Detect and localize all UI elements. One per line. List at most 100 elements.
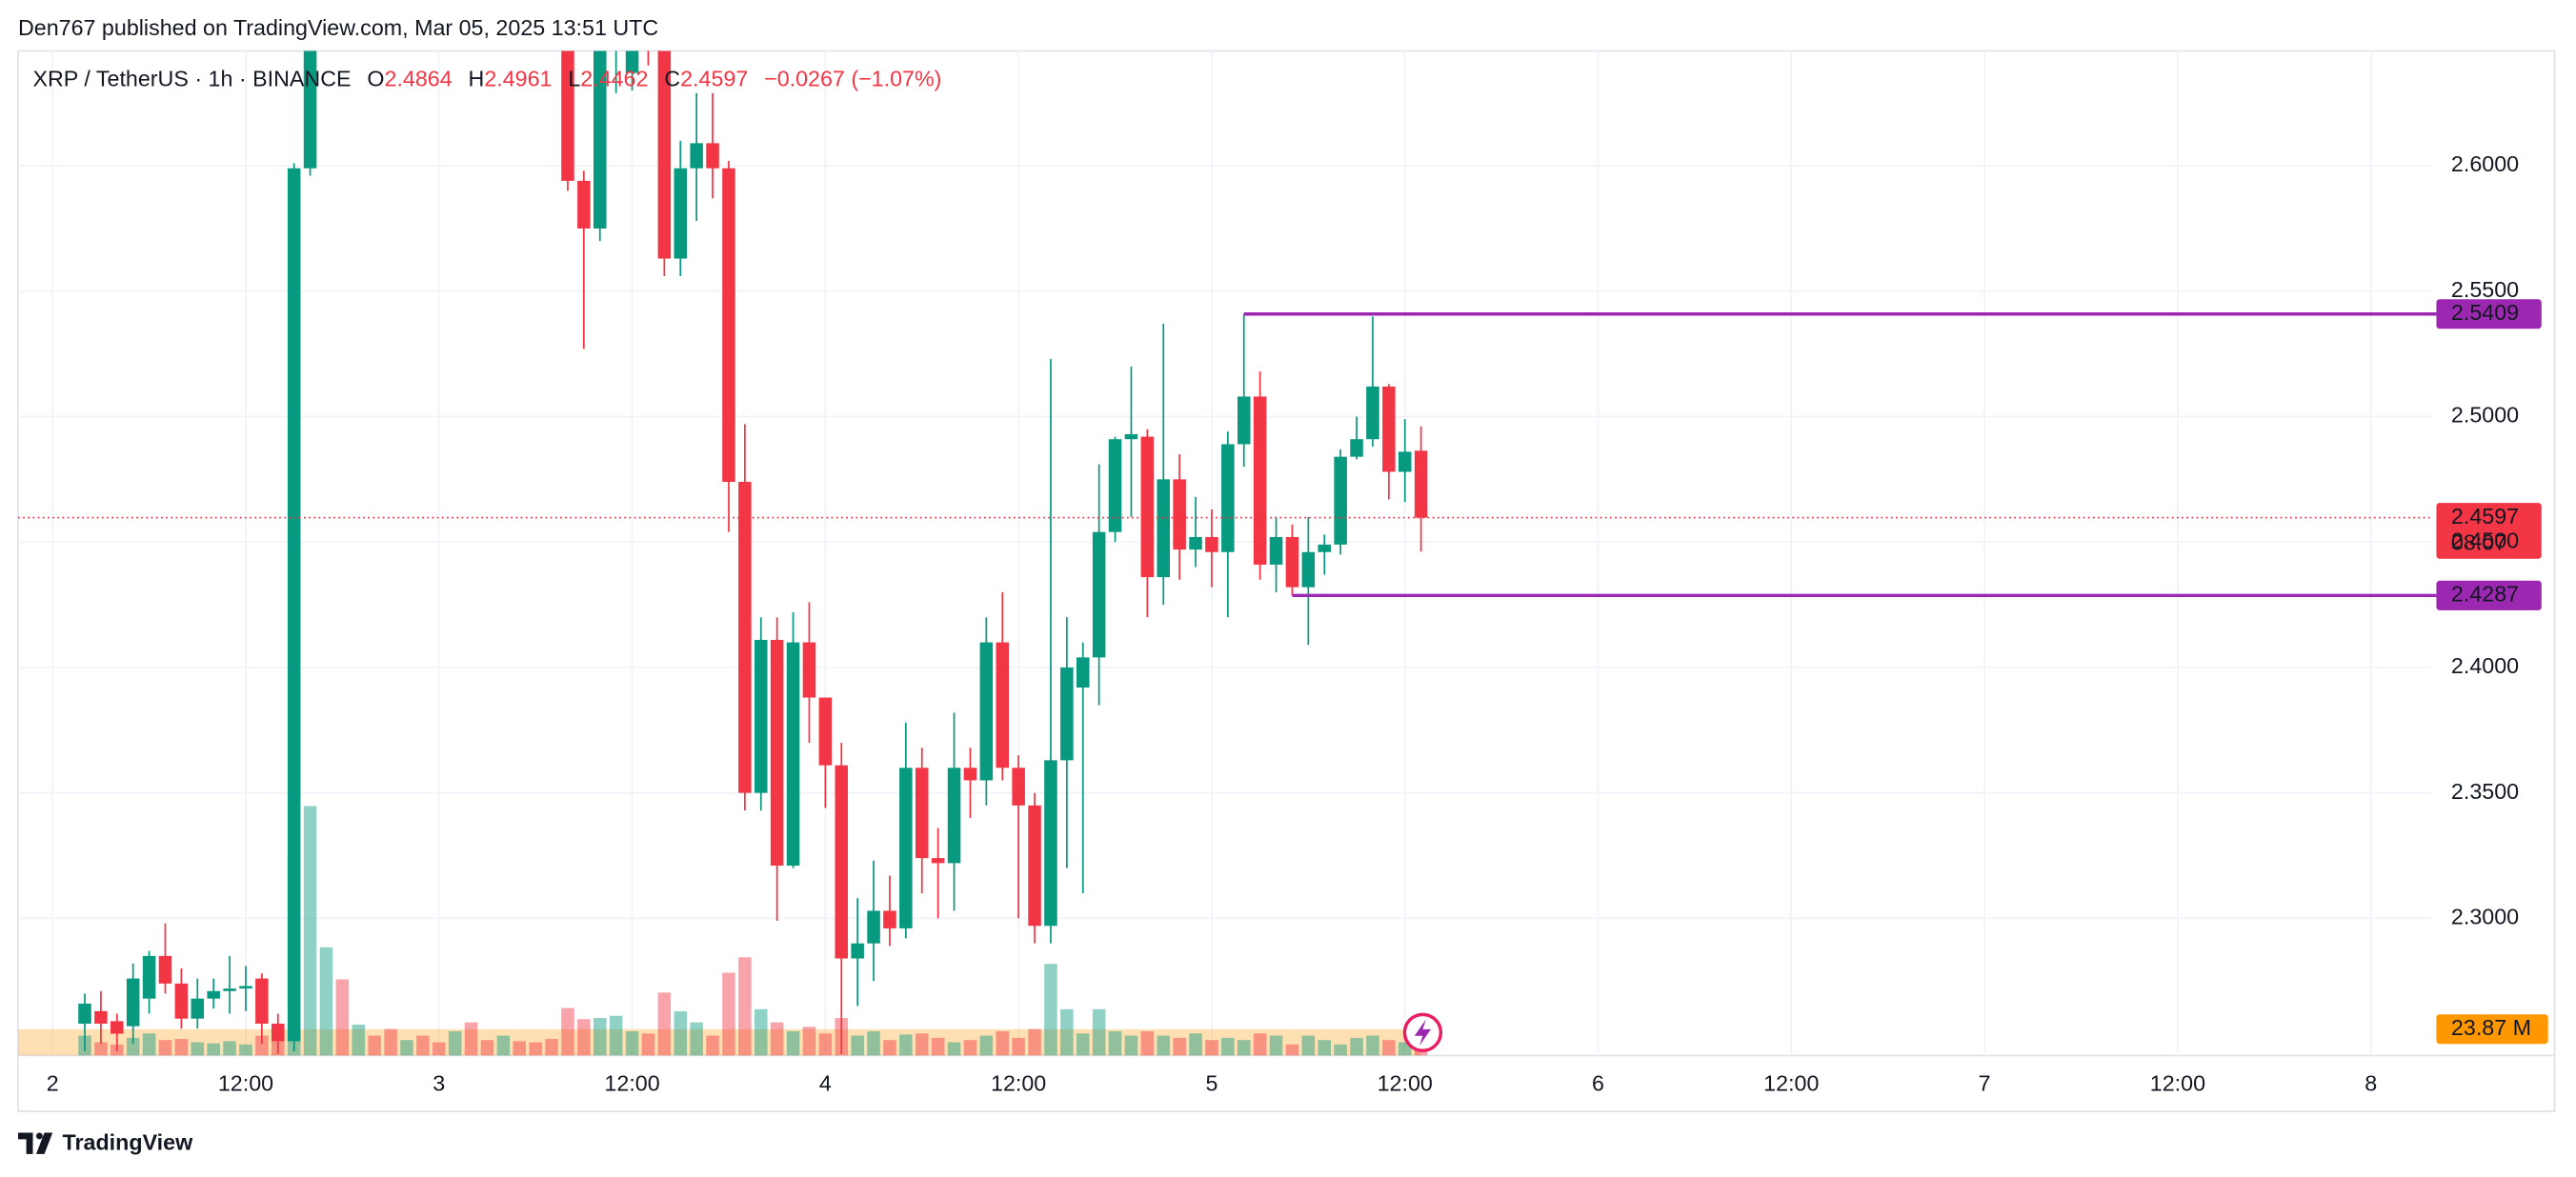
replay-icon	[1402, 1012, 1443, 1052]
volume-bar	[1334, 1044, 1347, 1056]
volume-bar	[818, 1033, 833, 1056]
volume-bar	[545, 1039, 558, 1056]
candle-body	[1124, 433, 1138, 440]
x-tick-label: 8	[2365, 1071, 2377, 1096]
tv-logo	[17, 1132, 53, 1154]
candle-body	[561, 50, 574, 181]
volume-bar	[1173, 1037, 1186, 1056]
legend-c: 2.4597	[680, 67, 748, 91]
volume-bar	[657, 992, 672, 1056]
volume-bar	[690, 1022, 703, 1056]
volume-bar	[335, 979, 350, 1056]
candle-body	[1060, 667, 1074, 761]
volume-bar	[1189, 1033, 1202, 1056]
chart-frame	[17, 50, 2556, 1112]
candle-body	[1269, 536, 1283, 565]
volume-bar	[1028, 1028, 1041, 1056]
level-tag	[2436, 580, 2542, 610]
legend: XRP / TetherUS · 1h · BINANCE O2.4864 H2…	[32, 67, 941, 91]
volume-bar	[1157, 1035, 1171, 1056]
volume-bar	[561, 1007, 574, 1056]
volume-bar	[513, 1041, 527, 1056]
candle-body	[287, 168, 301, 1042]
volume-bar	[1124, 1035, 1138, 1056]
legend-c-label: C	[664, 67, 680, 91]
candle-body	[947, 768, 961, 864]
candle-body	[94, 1010, 108, 1024]
last-price-label: 2.4597	[2451, 504, 2519, 529]
volume-bar	[1221, 1037, 1235, 1056]
x-tick-label: 12:00	[218, 1071, 273, 1096]
volume-bar	[174, 1039, 189, 1056]
volume-bar	[722, 972, 735, 1056]
x-tick-label: 6	[1592, 1071, 1604, 1096]
volume-bar	[625, 1030, 639, 1056]
candle-body	[835, 765, 849, 959]
candle-body	[1366, 386, 1379, 440]
candle-body	[642, 0, 655, 15]
volume-bar	[577, 1019, 591, 1056]
candle-body	[738, 481, 752, 793]
candle-body	[1028, 805, 1041, 927]
volume-bar	[529, 1042, 542, 1056]
candle-body	[1318, 544, 1331, 552]
candle-body	[1205, 536, 1218, 552]
last-price-tag	[2436, 503, 2542, 559]
candle-body	[594, 50, 607, 229]
volume-bar	[786, 1030, 800, 1056]
candle-body	[174, 983, 189, 1019]
candle-body	[1237, 396, 1251, 445]
volume-bar	[1301, 1035, 1316, 1056]
candle-body	[786, 642, 800, 867]
countdown-label: 08:07	[2451, 529, 2506, 554]
candle-body	[1108, 439, 1122, 532]
volume-bar	[996, 1030, 1010, 1056]
volume-bar	[867, 1030, 880, 1056]
volume-bar	[207, 1043, 220, 1056]
volume-bar	[352, 1024, 366, 1056]
volume-bar	[1350, 1037, 1363, 1056]
legend-l-label: L	[568, 67, 580, 91]
volume-bar	[1012, 1037, 1025, 1056]
candle-body	[867, 910, 880, 944]
x-tick-label: 12:00	[2150, 1071, 2205, 1096]
candle-body	[1173, 479, 1186, 550]
volume-bar	[706, 1035, 719, 1056]
legend-change: −0.0267 (−1.07%)	[764, 67, 941, 91]
candle-body	[931, 858, 945, 864]
volume-bar	[755, 1008, 768, 1056]
volume-bar	[1044, 964, 1057, 1056]
y-tick-label: 2.3500	[2451, 779, 2519, 804]
volume-bar	[1140, 1030, 1155, 1056]
volume-bar	[1205, 1040, 1218, 1056]
level-tag	[2436, 299, 2542, 329]
legend-o-label: O	[367, 67, 384, 91]
candle-body	[1157, 479, 1171, 578]
candle-body	[883, 910, 896, 928]
volume-bar	[1060, 1008, 1074, 1056]
candle-body	[78, 1003, 91, 1024]
candle-body	[1221, 444, 1235, 552]
volume-bar	[126, 1037, 140, 1056]
candle-body	[657, 50, 672, 259]
volume-bar	[400, 1040, 413, 1056]
candle-body	[1301, 551, 1316, 588]
volume-ma-tag	[2436, 1014, 2548, 1045]
candle-body	[915, 768, 929, 859]
candle-body	[1189, 536, 1202, 550]
volume-bar	[448, 1030, 462, 1056]
x-tick-label: 4	[819, 1071, 832, 1096]
candles	[78, 0, 1428, 1054]
candle-body	[1253, 396, 1267, 565]
volume-bar	[899, 1034, 913, 1056]
volume-bar	[1253, 1033, 1267, 1056]
volume-bar	[480, 1040, 494, 1056]
candle-body	[223, 988, 236, 991]
volume-bar	[851, 1035, 864, 1056]
volume-bar	[947, 1042, 961, 1056]
volume-bar	[883, 1040, 896, 1056]
candle-body	[1285, 536, 1299, 588]
y-tick-label: 2.4500	[2451, 528, 2519, 552]
volume-ma-label: 23.87 M	[2451, 1015, 2531, 1040]
